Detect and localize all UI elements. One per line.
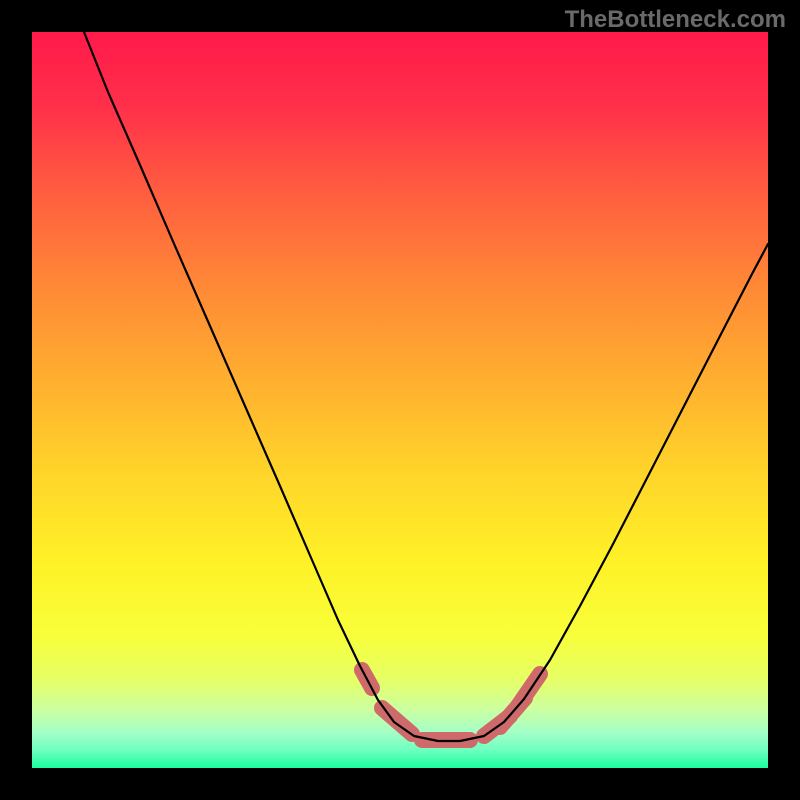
watermark-text: TheBottleneck.com [565, 6, 786, 34]
chart-svg [0, 0, 800, 800]
plot-background [32, 32, 768, 768]
chart-frame: TheBottleneck.com [0, 0, 800, 800]
